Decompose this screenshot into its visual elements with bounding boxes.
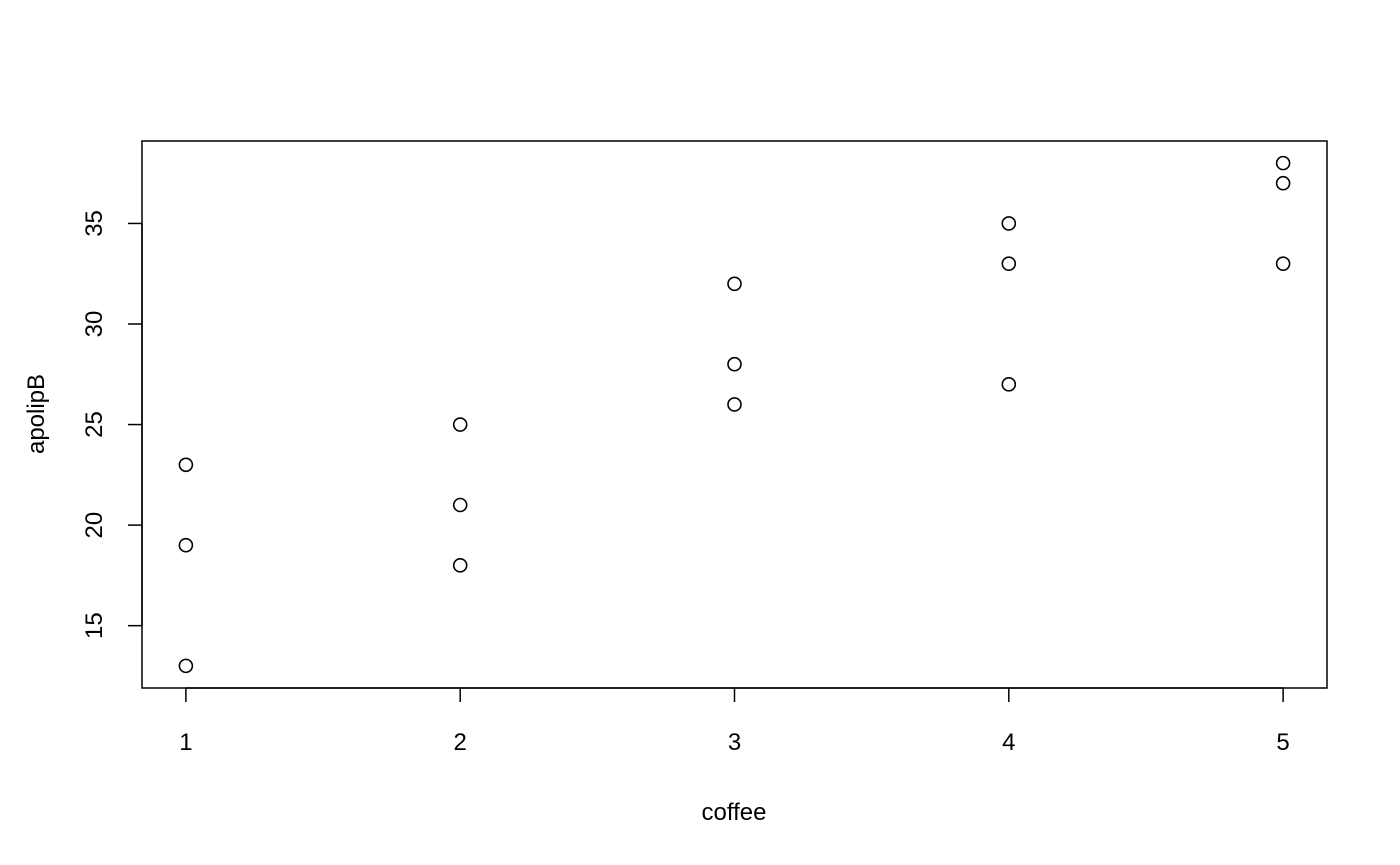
y-tick-label: 35	[81, 210, 108, 237]
data-point	[1275, 175, 1291, 191]
data-point	[1275, 155, 1291, 171]
data-point	[452, 497, 468, 513]
data-point	[727, 397, 742, 412]
x-tick-label: 1	[179, 729, 192, 756]
y-axis: 15 20 25 30 35	[81, 210, 143, 639]
y-tick-label: 20	[81, 512, 108, 539]
data-points	[178, 155, 1291, 674]
data-point	[178, 658, 194, 674]
y-tick-label: 25	[81, 411, 108, 438]
data-point	[178, 457, 194, 473]
x-tick-label: 4	[1002, 729, 1015, 756]
y-axis-title: apolipB	[23, 374, 50, 454]
x-axis-title: coffee	[702, 799, 767, 826]
data-point	[178, 537, 194, 553]
data-point	[1001, 377, 1017, 392]
data-point	[1275, 256, 1291, 271]
x-axis: 1 2 3 4 5	[179, 687, 1290, 756]
data-point	[727, 276, 742, 292]
x-tick-label: 3	[728, 729, 741, 756]
y-tick-label: 30	[81, 311, 108, 338]
x-tick-label: 2	[454, 729, 467, 756]
data-point	[452, 558, 468, 573]
x-tick-label: 5	[1276, 729, 1289, 756]
data-point	[452, 417, 468, 432]
y-tick-label: 15	[81, 612, 108, 639]
data-point	[1001, 256, 1017, 271]
data-point	[727, 356, 742, 372]
data-point	[1001, 216, 1017, 231]
